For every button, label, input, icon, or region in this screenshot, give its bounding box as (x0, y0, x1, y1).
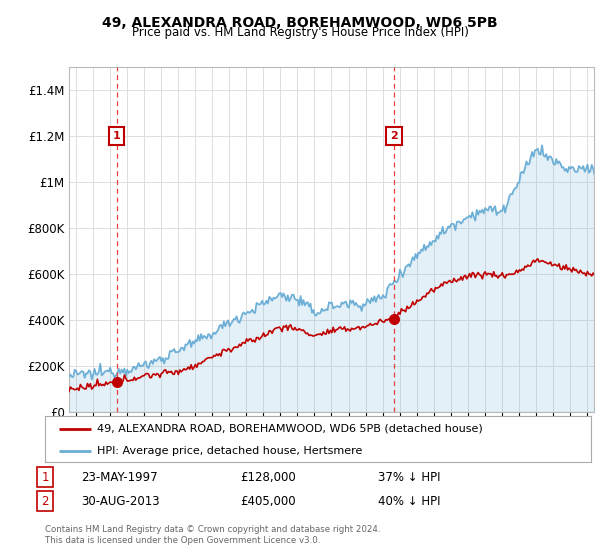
Text: 2: 2 (41, 494, 49, 508)
Text: 40% ↓ HPI: 40% ↓ HPI (378, 494, 440, 508)
Text: HPI: Average price, detached house, Hertsmere: HPI: Average price, detached house, Hert… (97, 446, 362, 455)
Text: 2: 2 (390, 131, 398, 141)
Text: 1: 1 (113, 131, 121, 141)
Text: 1: 1 (41, 470, 49, 484)
Text: £405,000: £405,000 (240, 494, 296, 508)
Text: 23-MAY-1997: 23-MAY-1997 (81, 470, 158, 484)
Text: £128,000: £128,000 (240, 470, 296, 484)
Text: 30-AUG-2013: 30-AUG-2013 (81, 494, 160, 508)
Text: Price paid vs. HM Land Registry's House Price Index (HPI): Price paid vs. HM Land Registry's House … (131, 26, 469, 39)
Text: 49, ALEXANDRA ROAD, BOREHAMWOOD, WD6 5PB: 49, ALEXANDRA ROAD, BOREHAMWOOD, WD6 5PB (102, 16, 498, 30)
Text: Contains HM Land Registry data © Crown copyright and database right 2024.
This d: Contains HM Land Registry data © Crown c… (45, 525, 380, 545)
Text: 37% ↓ HPI: 37% ↓ HPI (378, 470, 440, 484)
Text: 49, ALEXANDRA ROAD, BOREHAMWOOD, WD6 5PB (detached house): 49, ALEXANDRA ROAD, BOREHAMWOOD, WD6 5PB… (97, 424, 482, 434)
